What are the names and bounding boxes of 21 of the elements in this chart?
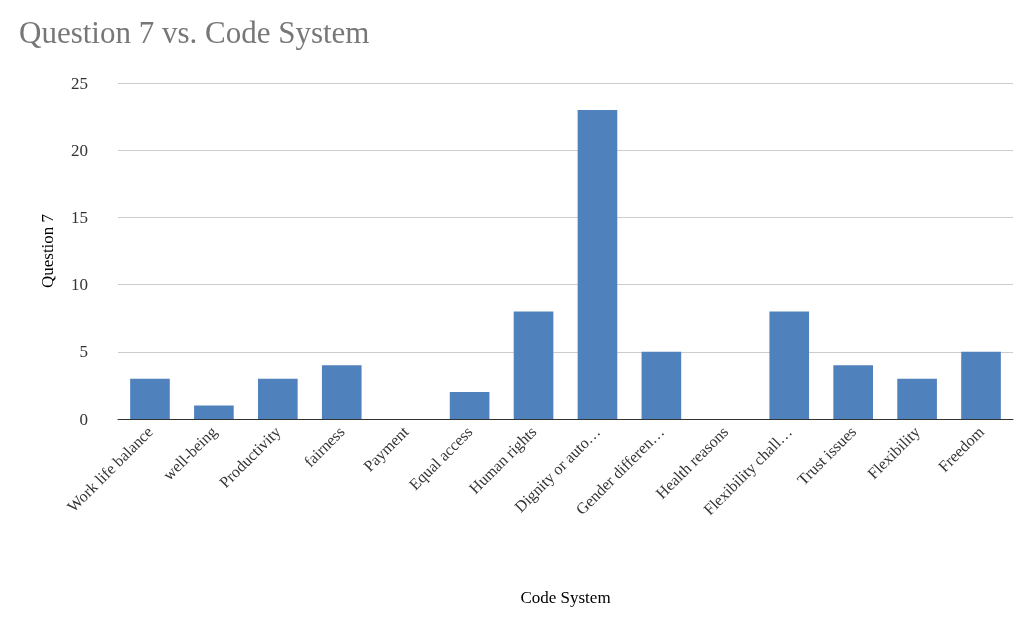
bar [258,378,298,419]
y-tick-label: 25 [71,73,88,93]
y-tick-label: 5 [79,342,88,362]
bar [641,351,682,419]
bar [833,365,873,419]
y-tick-label: 15 [71,207,88,227]
bar [449,392,490,419]
y-axis-title: Question 7 [38,213,57,289]
bar [961,351,1001,419]
y-tick-label: 10 [71,275,88,295]
bar [130,378,170,419]
bar [513,311,554,419]
bar [321,365,362,419]
bar [577,109,618,419]
bar [897,378,937,419]
bar [769,311,810,419]
x-axis-title: Code System [520,588,611,607]
y-tick-label: 20 [71,140,88,160]
chart-title: Question 7 vs. Code System [19,15,370,50]
bar [194,405,234,419]
y-tick-label: 0 [79,409,88,429]
